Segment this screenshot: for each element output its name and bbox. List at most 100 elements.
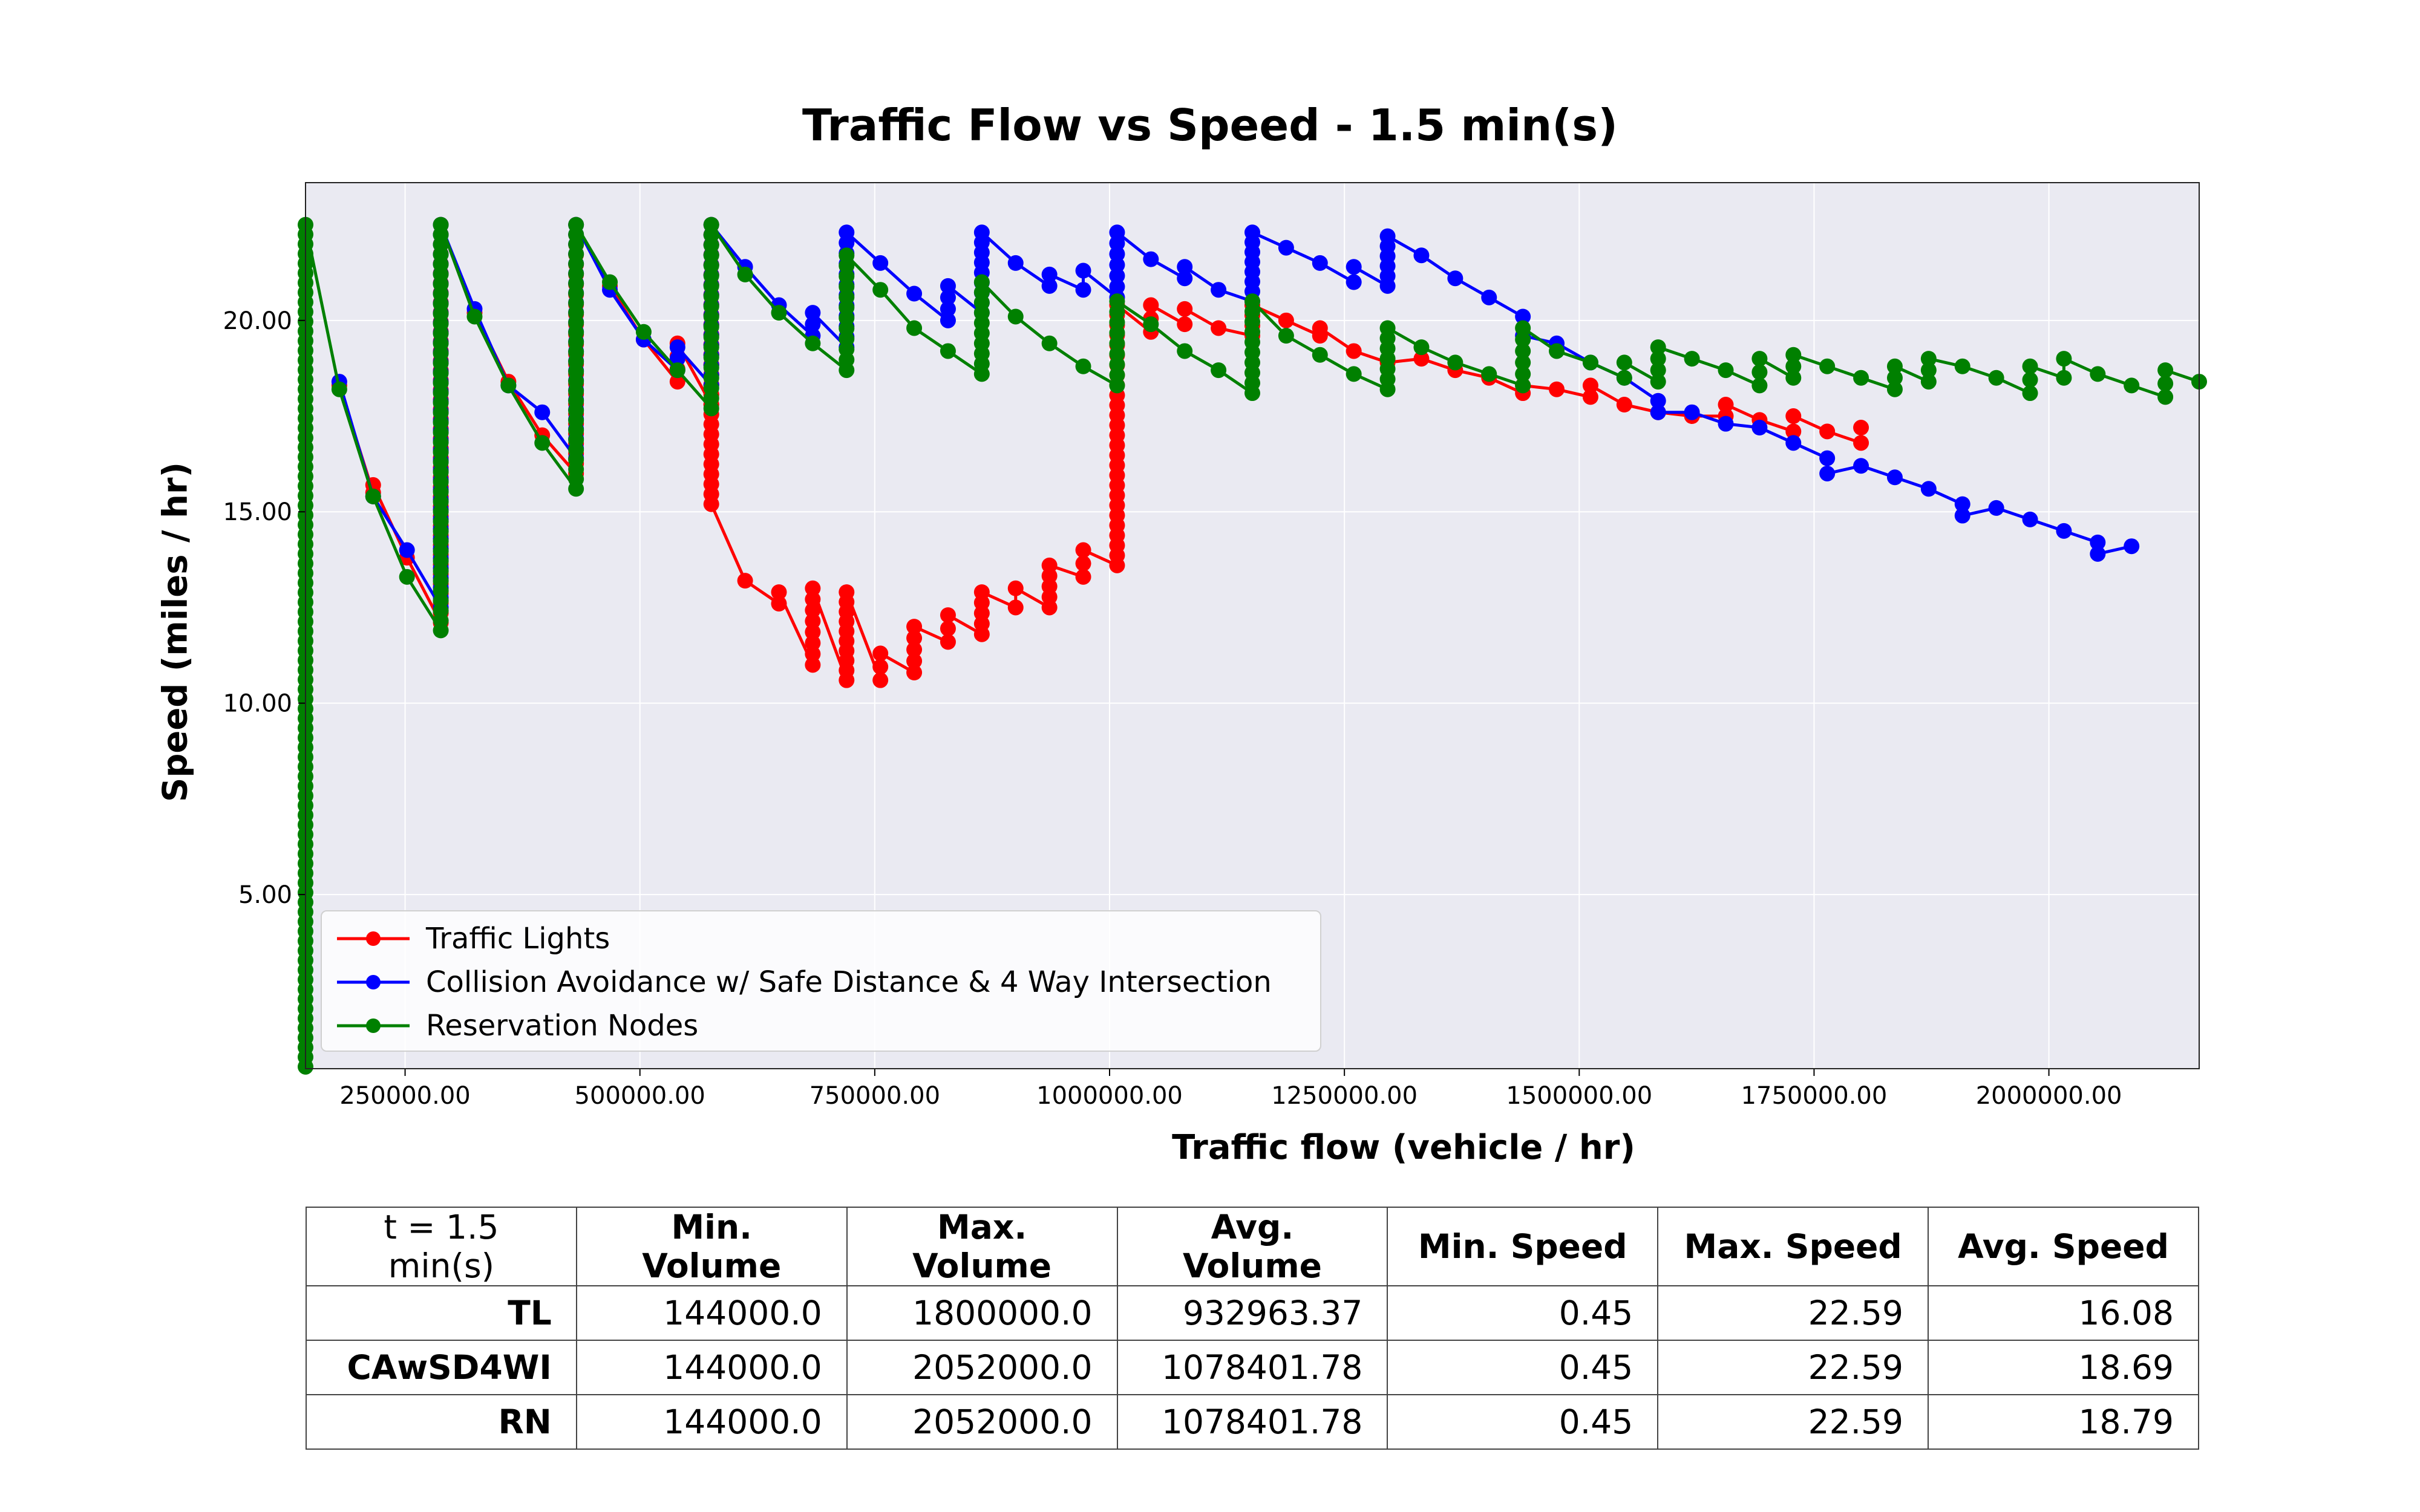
data-point [2022, 385, 2038, 402]
table-cell: 144000.0 [575, 1285, 848, 1341]
x-tick-label: 1250000.00 [1271, 1082, 1418, 1110]
data-point [1177, 259, 1193, 275]
data-point [1853, 458, 1869, 474]
data-point [1515, 366, 1531, 382]
data-point [1007, 255, 1024, 271]
data-point [1785, 370, 1802, 386]
data-point [1075, 542, 1091, 558]
data-point [1007, 599, 1024, 616]
data-point [2056, 523, 2072, 539]
data-point [703, 496, 719, 512]
data-point [973, 274, 990, 290]
data-point [2090, 534, 2106, 550]
data-point [1988, 500, 2004, 516]
data-point [1886, 469, 1903, 486]
y-tick-label: 10.00 [223, 690, 292, 718]
row-label: TL [306, 1285, 577, 1341]
data-point [703, 217, 719, 233]
legend-label-collision-avoidance: Collision Avoidance w/ Safe Distance & 4… [426, 965, 1272, 999]
data-point [365, 488, 381, 504]
data-point [906, 665, 923, 681]
data-point [1616, 354, 1632, 371]
data-point [940, 621, 956, 637]
y-axis-label: Speed (miles / hr) [155, 461, 195, 803]
data-point [1346, 366, 1362, 382]
data-point [1954, 507, 1970, 524]
data-point [669, 339, 685, 356]
data-point [1143, 297, 1159, 313]
data-point [1109, 235, 1125, 252]
data-point [1650, 351, 1666, 367]
data-point [2157, 376, 2174, 392]
x-tick-label: 250000.00 [339, 1082, 470, 1110]
legend-item-collision-avoidance: Collision Avoidance w/ Safe Distance & 4… [334, 960, 1272, 1005]
data-point [1515, 331, 1531, 348]
table-cell: 22.59 [1657, 1340, 1929, 1395]
data-point [1109, 278, 1125, 295]
series-line [304, 223, 2200, 1067]
data-point [1177, 270, 1193, 287]
data-point [500, 377, 517, 394]
header-avg-speed: Avg. Speed [1928, 1207, 2199, 1286]
data-point [1785, 435, 1802, 451]
data-point [669, 362, 685, 379]
table-row: RN 144000.0 2052000.0 1078401.78 0.45 22… [306, 1394, 2199, 1450]
data-point [805, 305, 821, 321]
data-point [1582, 354, 1598, 371]
data-point [1211, 320, 1227, 336]
data-point [1075, 555, 1091, 572]
data-point [534, 404, 551, 420]
data-point [1346, 343, 1362, 359]
data-point [906, 285, 923, 302]
tick-layer: 250000.00 500000.00 750000.00 1000000.00 125… [223, 182, 2200, 1110]
data-point [1853, 435, 1869, 451]
data-point [1785, 423, 1802, 440]
table-header-row: t = 1.5 min(s) Min. Volume Max. Volume A… [306, 1207, 2199, 1286]
legend-label-reservation-nodes: Reservation Nodes [426, 1009, 699, 1043]
header-max-volume: Max. Volume [846, 1207, 1118, 1286]
table-cell: 932963.37 [1116, 1285, 1388, 1341]
data-point [1785, 347, 1802, 363]
data-point [940, 343, 956, 359]
data-point [466, 308, 483, 325]
data-point [1582, 377, 1598, 394]
row-label: CAwSD4WI [306, 1340, 577, 1395]
data-point [433, 217, 449, 233]
data-point [1515, 308, 1531, 325]
data-point [737, 573, 753, 589]
data-point [1312, 320, 1328, 336]
x-tick-label: 1000000.00 [1036, 1082, 1183, 1110]
data-point [1819, 358, 1836, 374]
data-point [399, 569, 415, 585]
data-point [839, 247, 855, 264]
data-point [872, 255, 889, 271]
data-point [1616, 397, 1632, 413]
header-max-speed: Max. Speed [1657, 1207, 1929, 1286]
series-2 [298, 217, 2207, 1075]
data-point [940, 289, 956, 305]
data-point [2022, 358, 2038, 374]
table-cell: 1078401.78 [1116, 1340, 1388, 1395]
table-cell: 18.69 [1928, 1340, 2199, 1395]
data-point [1751, 364, 1768, 380]
stats-table: t = 1.5 min(s) Min. Volume Max. Volume A… [306, 1207, 2199, 1450]
x-tick-label: 2000000.00 [1976, 1082, 2122, 1110]
data-point [872, 282, 889, 298]
data-point [805, 316, 821, 333]
data-point [1650, 393, 1666, 409]
data-point [1177, 343, 1193, 359]
data-point [1481, 289, 1497, 305]
data-point [1886, 358, 1903, 374]
data-point [1954, 358, 1970, 374]
legend-item-reservation-nodes: Reservation Nodes [334, 1003, 698, 1048]
table-cell: 0.45 [1387, 1340, 1659, 1395]
y-tick-label: 15.00 [223, 498, 292, 526]
data-point [1920, 351, 1937, 367]
data-point [771, 596, 787, 612]
data-point [1616, 370, 1632, 386]
data-point [906, 320, 923, 336]
data-point [2022, 511, 2038, 527]
y-tick-label: 5.00 [238, 881, 292, 909]
data-point [1109, 293, 1125, 310]
table-cell: 144000.0 [575, 1394, 848, 1450]
